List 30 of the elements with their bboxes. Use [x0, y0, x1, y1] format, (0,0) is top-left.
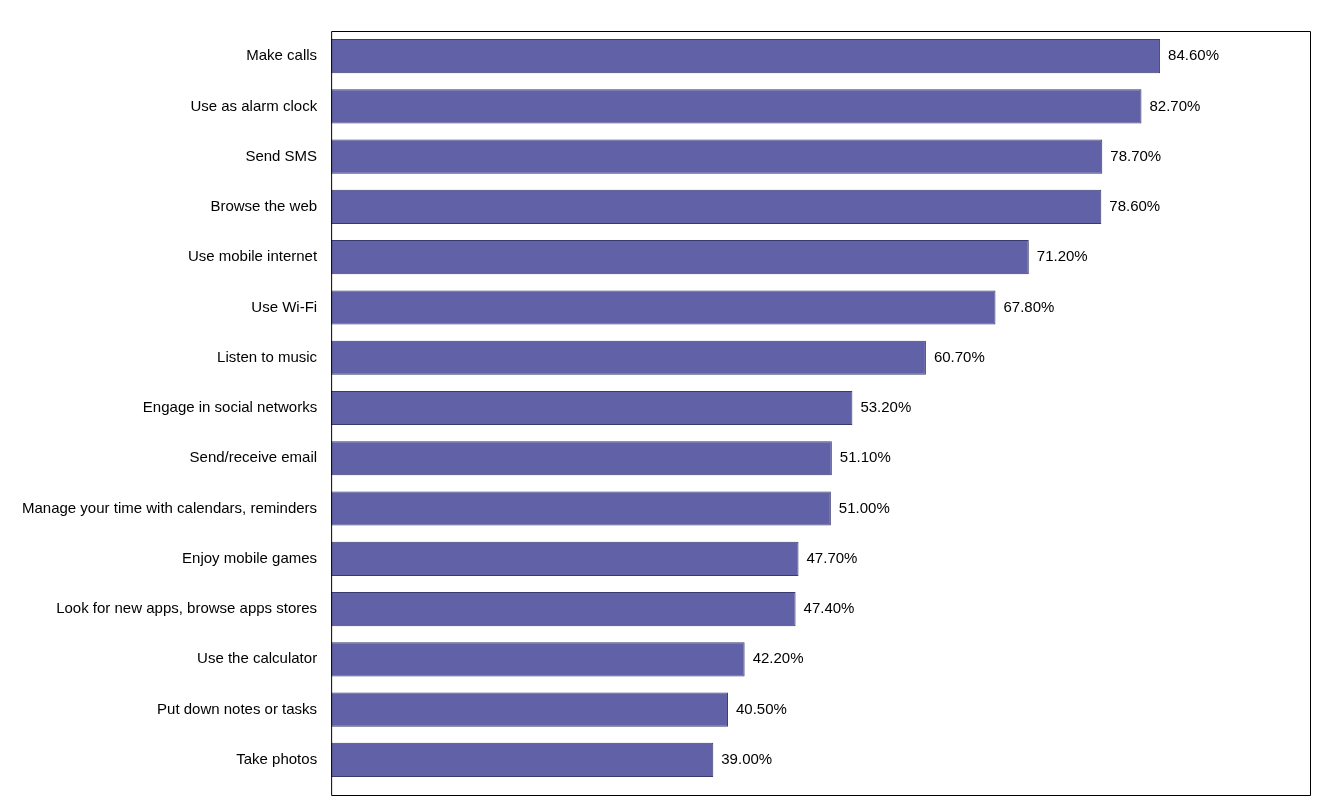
- data-label: 53.20%: [860, 398, 912, 416]
- y-tick-label: Put down notes or tasks: [157, 699, 318, 717]
- y-tick-label: Listen to music: [217, 347, 318, 365]
- data-label: 42.20%: [752, 649, 804, 667]
- y-tick-label: Look for new apps, browse apps stores: [56, 599, 318, 617]
- data-label: 51.10%: [839, 448, 891, 466]
- data-label: 60.70%: [933, 347, 985, 365]
- data-label: 47.70%: [806, 548, 858, 566]
- y-tick-label: Make calls: [246, 46, 318, 64]
- data-label: 67.80%: [1003, 297, 1055, 315]
- y-tick-label: Send SMS: [245, 146, 318, 164]
- data-label: 78.70%: [1110, 146, 1162, 164]
- data-label: 40.50%: [735, 699, 787, 717]
- y-tick-label: Use Wi-Fi: [251, 297, 318, 315]
- y-tick-label: Use mobile internet: [187, 247, 318, 265]
- data-label: 78.60%: [1109, 197, 1161, 215]
- y-tick-label: Manage your time with calendars, reminders: [21, 498, 318, 516]
- data-label: 47.40%: [803, 599, 855, 617]
- y-tick-label: Send/receive email: [189, 448, 318, 466]
- y-tick-label: Browse the web: [210, 197, 318, 215]
- data-label: 82.70%: [1149, 96, 1201, 114]
- y-tick-label: Enjoy mobile games: [182, 548, 318, 566]
- data-label: 71.20%: [1036, 247, 1088, 265]
- y-tick-label: Engage in social networks: [142, 398, 318, 416]
- data-label: 51.00%: [838, 498, 890, 516]
- data-label: 84.60%: [1168, 46, 1219, 64]
- y-tick-label: Use the calculator: [197, 649, 318, 667]
- y-tick-label: Use as alarm clock: [190, 96, 318, 114]
- y-tick-label: Take photos: [236, 750, 318, 768]
- data-label: 39.00%: [721, 750, 773, 768]
